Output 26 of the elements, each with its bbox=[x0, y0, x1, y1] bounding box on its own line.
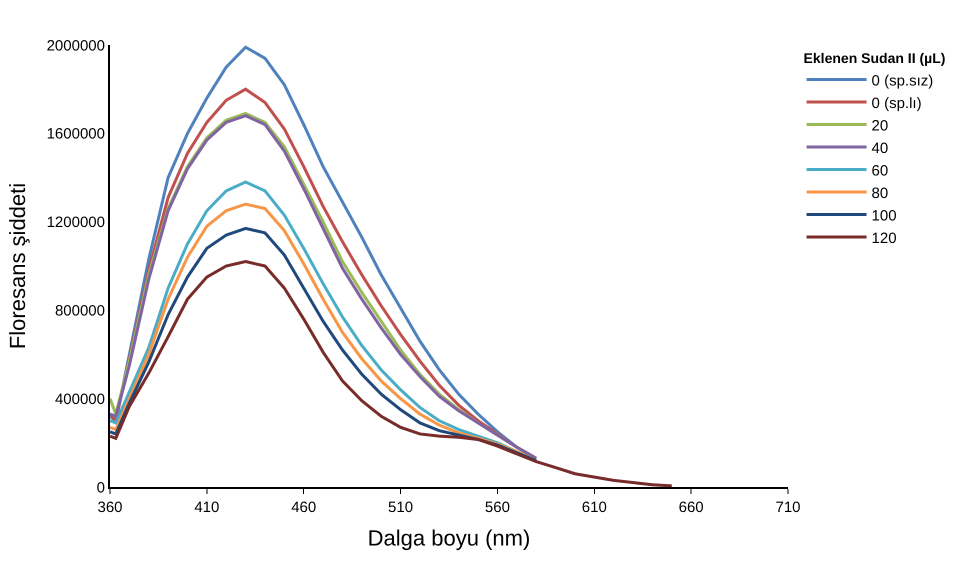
x-tick-label: 560 bbox=[484, 499, 510, 516]
legend-label: 80 bbox=[872, 184, 888, 202]
legend-label: 40 bbox=[872, 140, 888, 157]
y-tick-label: 0 bbox=[96, 479, 105, 496]
legend-label: 20 bbox=[872, 117, 888, 134]
legend-label: 60 bbox=[872, 162, 888, 180]
x-tick-label: 660 bbox=[678, 499, 704, 516]
x-tick-label: 360 bbox=[97, 499, 123, 516]
legend-title: Eklenen Sudan II (µL) bbox=[804, 50, 946, 66]
x-tick-label: 710 bbox=[775, 499, 801, 516]
x-tick-label: 510 bbox=[388, 499, 414, 516]
x-tick-label: 410 bbox=[194, 499, 220, 516]
x-tick-label: 610 bbox=[582, 499, 607, 516]
y-tick-label: 2000000 bbox=[46, 37, 105, 54]
y-tick-label: 1200000 bbox=[46, 214, 105, 232]
x-axis-title: Dalga boyu (nm) bbox=[368, 525, 530, 550]
y-tick-label: 800000 bbox=[54, 302, 105, 320]
legend-label: 0 (sp.lı) bbox=[872, 94, 922, 112]
legend-label: 120 bbox=[872, 230, 897, 247]
x-tick-label: 460 bbox=[291, 499, 316, 516]
y-axis-title: Floresans şiddeti bbox=[4, 182, 30, 350]
line-series bbox=[110, 260, 674, 487]
legend-label: 100 bbox=[872, 207, 897, 224]
legend-label: 0 (sp.sız) bbox=[872, 72, 934, 90]
y-tick-label: 400000 bbox=[54, 390, 105, 408]
y-tick-label: 1600000 bbox=[46, 126, 105, 143]
